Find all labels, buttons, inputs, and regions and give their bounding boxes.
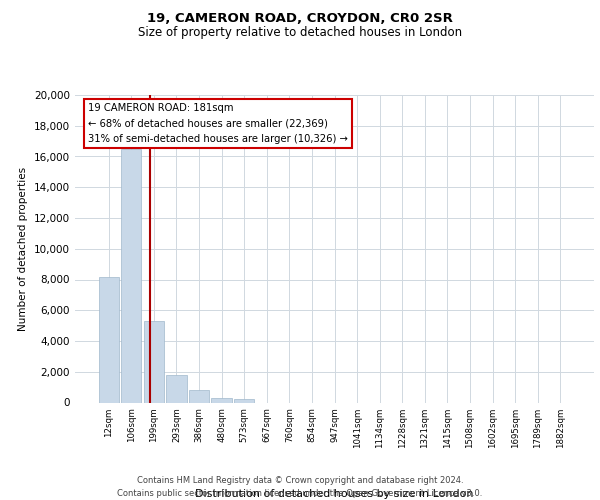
Bar <box>98 277 119 402</box>
X-axis label: Distribution of detached houses by size in London: Distribution of detached houses by size … <box>195 490 474 500</box>
Bar <box>121 149 142 403</box>
Bar <box>211 398 232 402</box>
Text: 19, CAMERON ROAD, CROYDON, CR0 2SR: 19, CAMERON ROAD, CROYDON, CR0 2SR <box>147 12 453 26</box>
Text: 19 CAMERON ROAD: 181sqm
← 68% of detached houses are smaller (22,369)
31% of sem: 19 CAMERON ROAD: 181sqm ← 68% of detache… <box>88 102 348 144</box>
Text: Contains public sector information licensed under the Open Government Licence v3: Contains public sector information licen… <box>118 489 482 498</box>
Text: Contains HM Land Registry data © Crown copyright and database right 2024.: Contains HM Land Registry data © Crown c… <box>137 476 463 485</box>
Bar <box>144 321 164 402</box>
Bar <box>166 375 187 402</box>
Text: Size of property relative to detached houses in London: Size of property relative to detached ho… <box>138 26 462 39</box>
Y-axis label: Number of detached properties: Number of detached properties <box>19 166 28 331</box>
Bar <box>189 390 209 402</box>
Bar <box>234 400 254 402</box>
